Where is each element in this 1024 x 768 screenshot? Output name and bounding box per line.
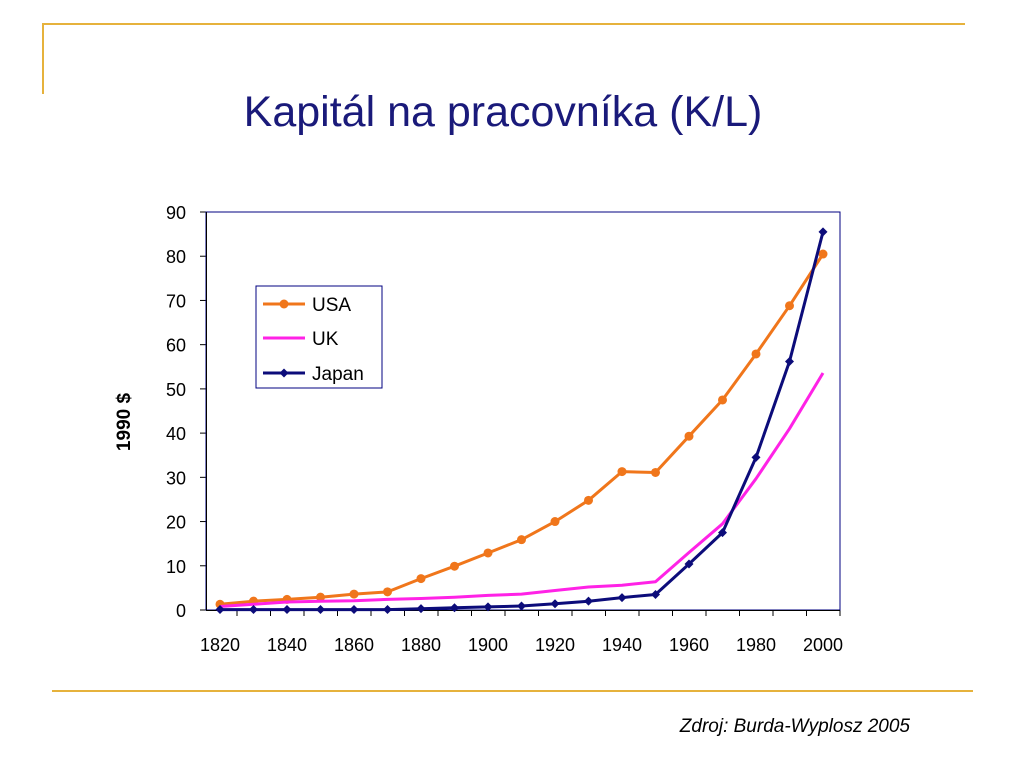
series-japan	[215, 227, 828, 615]
data-point-usa	[584, 495, 593, 505]
legend-item-japan: Japan	[263, 364, 364, 385]
x-tick-label: 1900	[468, 635, 508, 655]
data-point-usa	[416, 574, 426, 584]
decorative-bottom-line	[52, 690, 973, 692]
slide-title: Kapitál na pracovníka (K/L)	[243, 88, 763, 136]
data-point-usa	[450, 561, 459, 571]
data-point-usa	[651, 467, 660, 477]
data-point-japan	[751, 452, 761, 462]
y-tick-label: 0	[176, 601, 186, 621]
data-point-usa	[617, 467, 627, 477]
series-uk	[219, 372, 825, 608]
data-point-usa	[818, 249, 828, 259]
x-tick-label: 1880	[401, 635, 441, 655]
x-tick-label: 1920	[535, 635, 575, 655]
data-point-japan	[818, 227, 828, 237]
data-point-japan	[416, 604, 426, 614]
data-point-usa	[785, 301, 794, 311]
x-tick-label: 1820	[200, 635, 240, 655]
data-point-japan	[450, 603, 459, 613]
data-point-japan	[483, 602, 493, 612]
data-point-usa	[349, 589, 359, 599]
source-note: Zdroj: Burda-Wyplosz 2005	[679, 716, 910, 737]
decorative-left-line	[42, 23, 44, 94]
x-tick-label: 1940	[602, 635, 642, 655]
legend-label: UK	[312, 329, 339, 350]
y-tick-label: 70	[166, 291, 186, 311]
x-tick-label: 1960	[669, 635, 709, 655]
x-tick-label: 1980	[736, 635, 776, 655]
data-point-usa	[751, 349, 761, 359]
data-point-japan	[249, 605, 258, 615]
data-point-japan	[651, 590, 660, 600]
data-point-japan	[316, 605, 325, 615]
y-tick-label: 40	[166, 424, 186, 444]
data-point-japan	[785, 356, 794, 366]
x-tick-label: 2000	[803, 635, 843, 655]
legend-label: Japan	[312, 364, 364, 385]
y-tick-label: 30	[166, 468, 186, 488]
legend: USA UK Japan	[255, 285, 383, 389]
data-point-japan	[718, 528, 727, 538]
data-point-usa	[316, 592, 325, 602]
y-tick-label: 60	[166, 336, 186, 356]
decorative-top-line	[42, 23, 965, 25]
data-point-japan	[684, 559, 694, 569]
data-point-japan	[282, 605, 292, 615]
data-point-japan	[215, 605, 225, 615]
series-group	[215, 227, 828, 615]
data-point-japan	[550, 599, 560, 609]
x-tick-label: 1840	[267, 635, 307, 655]
y-tick-label: 10	[166, 557, 186, 577]
data-point-japan	[517, 601, 526, 611]
data-point-japan	[383, 605, 392, 615]
legend-label: USA	[312, 295, 351, 316]
plot-area	[205, 211, 841, 611]
data-point-usa	[483, 548, 493, 558]
data-point-usa	[383, 587, 392, 597]
legend-marker	[279, 368, 289, 378]
y-tick-label: 50	[166, 380, 186, 400]
data-point-usa	[718, 395, 727, 405]
y-axis-label: 1990 $	[114, 393, 135, 452]
data-point-usa	[684, 431, 694, 441]
legend-item-uk: UK	[263, 329, 339, 350]
data-point-usa	[550, 517, 560, 527]
x-tick-label: 1860	[334, 635, 374, 655]
y-tick-label: 90	[166, 203, 186, 223]
legend-item-usa: USA	[263, 295, 351, 316]
x-axis-ticks: 1820 1840 1860 1880 1900 1920 1940 1960 1980 2000	[200, 610, 843, 655]
y-axis-ticks: 0 10 20 30 40 50 60 70 80 90	[166, 203, 206, 621]
data-point-japan	[349, 605, 359, 615]
data-point-japan	[584, 596, 593, 606]
data-point-usa	[517, 535, 526, 545]
legend-marker	[279, 299, 289, 309]
y-tick-label: 80	[166, 247, 186, 267]
series-line-uk	[219, 372, 825, 608]
data-point-japan	[617, 593, 627, 603]
y-tick-label: 20	[166, 513, 186, 533]
